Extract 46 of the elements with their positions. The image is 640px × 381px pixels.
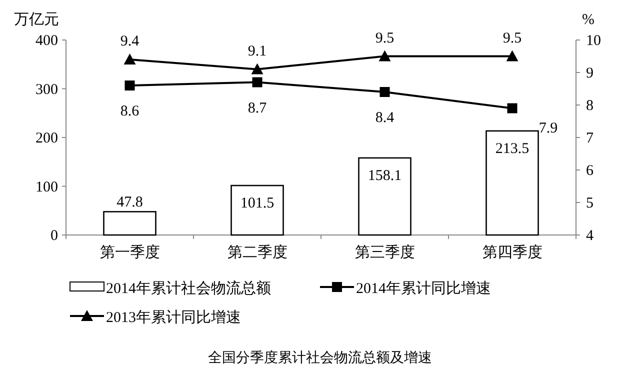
point [507, 103, 518, 114]
y2-tick-label: 4 [586, 228, 594, 244]
x-tick-label: 第三季度 [354, 244, 415, 261]
bar [103, 211, 156, 236]
data-label: 7.9 [538, 120, 558, 136]
point [380, 87, 390, 97]
point [506, 50, 518, 62]
y2-tick-label: 9 [586, 66, 594, 82]
y2-tick-label: 6 [586, 163, 594, 179]
x-tick-label: 第一季度 [100, 244, 160, 261]
legend-label: 2014年累计同比增速 [356, 280, 491, 297]
legend-label: 2014年累计社会物流总额 [106, 280, 271, 297]
data-label: 9.1 [248, 43, 267, 60]
data-label: 9.5 [502, 30, 522, 46]
data-label: 47.8 [116, 194, 143, 211]
y2-axis-title: % [582, 12, 594, 28]
data-label: 8.7 [248, 100, 268, 116]
y-tick-label: 100 [36, 179, 58, 196]
bar [230, 184, 284, 236]
point [251, 63, 264, 74]
data-label: 9.4 [120, 34, 140, 50]
data-label: 101.5 [240, 196, 274, 212]
y-tick-label: 400 [36, 33, 58, 49]
point [124, 80, 135, 90]
y2-tick-label: 10 [586, 33, 601, 49]
text: 全国分季度累计社会物流总额及增速 [208, 350, 432, 366]
point [252, 77, 262, 88]
data-label: 8.6 [120, 104, 140, 120]
data-label: 158.1 [368, 168, 402, 184]
bar [486, 130, 539, 236]
y-axis-title: 万亿元 [14, 12, 59, 28]
x-tick-label: 第四季度 [482, 244, 542, 261]
legend-label: 2013年累计同比增速 [106, 309, 241, 326]
data-label: 213.5 [495, 140, 530, 157]
y2-tick-label: 7 [586, 130, 594, 146]
y-tick-label: 200 [36, 130, 58, 146]
data-label: 8.4 [375, 110, 395, 126]
y2-tick-label: 8 [586, 98, 594, 114]
y2-tick-label: 5 [586, 196, 594, 212]
point [378, 50, 391, 62]
y-tick-label: 300 [36, 82, 58, 98]
point [124, 54, 136, 64]
y-tick-label: 0 [50, 228, 58, 244]
bar [358, 157, 412, 236]
data-label: 9.5 [375, 30, 394, 46]
x-tick-label: 第二季度 [227, 244, 288, 261]
